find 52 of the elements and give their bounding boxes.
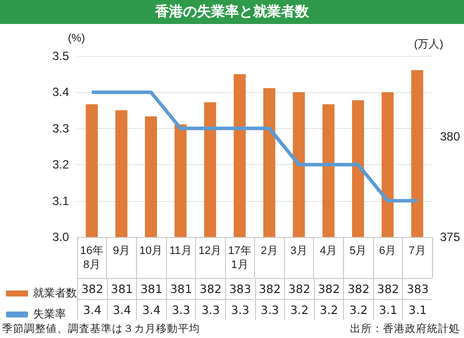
- data-label: 383: [402, 278, 432, 299]
- x-tick-label: 17年 1月: [228, 245, 252, 271]
- data-label: 3.1: [372, 299, 402, 320]
- data-label: 382: [77, 278, 107, 299]
- data-label: 382: [343, 278, 373, 299]
- data-label: 3.4: [77, 299, 107, 320]
- x-tick-label: 12月: [198, 245, 222, 257]
- data-label: 381: [106, 278, 136, 299]
- x-tick-label: 6月: [379, 245, 396, 257]
- text: 出所：香港政府統計処: [350, 322, 460, 336]
- x-tick-label: 11月: [169, 245, 192, 257]
- legend-label: 失業率: [33, 308, 66, 320]
- y-tick-label: 3.3: [52, 121, 70, 136]
- y-tick-label: 3.5: [52, 49, 70, 63]
- x-tick-label: 5月: [349, 245, 367, 257]
- legend-label: 就業者数: [33, 286, 77, 300]
- data-label: 382: [195, 278, 225, 299]
- x-tick-label: 4月: [320, 245, 338, 257]
- data-label: 3.4: [136, 299, 166, 320]
- y-tick-label: 3.1: [52, 194, 70, 208]
- y2-axis-title: (万人): [414, 38, 444, 50]
- y2-tick-label: 375: [440, 230, 460, 244]
- text: 季節調整値、調査基準は３カ月移動平均: [2, 322, 200, 336]
- x-tick-label: 2月: [260, 245, 278, 257]
- data-label: 3.2: [314, 299, 344, 320]
- data-label: 3.3: [224, 299, 254, 320]
- x-tick-label: 9月: [112, 245, 130, 257]
- x-tick-label: 7月: [408, 245, 426, 257]
- x-tick-label: 16年 8月: [80, 245, 104, 271]
- chart-title: 香港の失業率と就業者数: [0, 0, 464, 24]
- data-label: 382: [284, 278, 314, 299]
- data-label: 3.3: [166, 299, 196, 320]
- x-tick-label: 3月: [290, 245, 308, 257]
- y-tick-label: 3.2: [52, 158, 70, 172]
- line-series: [90, 90, 419, 203]
- data-label: 3.2: [284, 299, 314, 320]
- data-label: 382: [314, 278, 344, 299]
- data-label: 3.2: [343, 299, 373, 320]
- data-label: 3.4: [106, 299, 136, 320]
- x-tick-label: 10月: [139, 245, 163, 257]
- data-label: 3.3: [254, 299, 284, 320]
- y-axis-title: (%): [68, 32, 85, 44]
- y2-tick-label: 380: [440, 129, 460, 144]
- data-label: 383: [224, 278, 254, 299]
- data-label: 382: [372, 278, 402, 299]
- data-label: 3.3: [195, 299, 225, 320]
- data-label: 3.1: [402, 299, 432, 320]
- y-tick-label: 3.0: [52, 230, 70, 244]
- y-tick-label: 3.4: [52, 85, 70, 100]
- data-label: 381: [136, 278, 166, 299]
- data-label: 382: [254, 278, 284, 299]
- data-label: 381: [166, 278, 196, 299]
